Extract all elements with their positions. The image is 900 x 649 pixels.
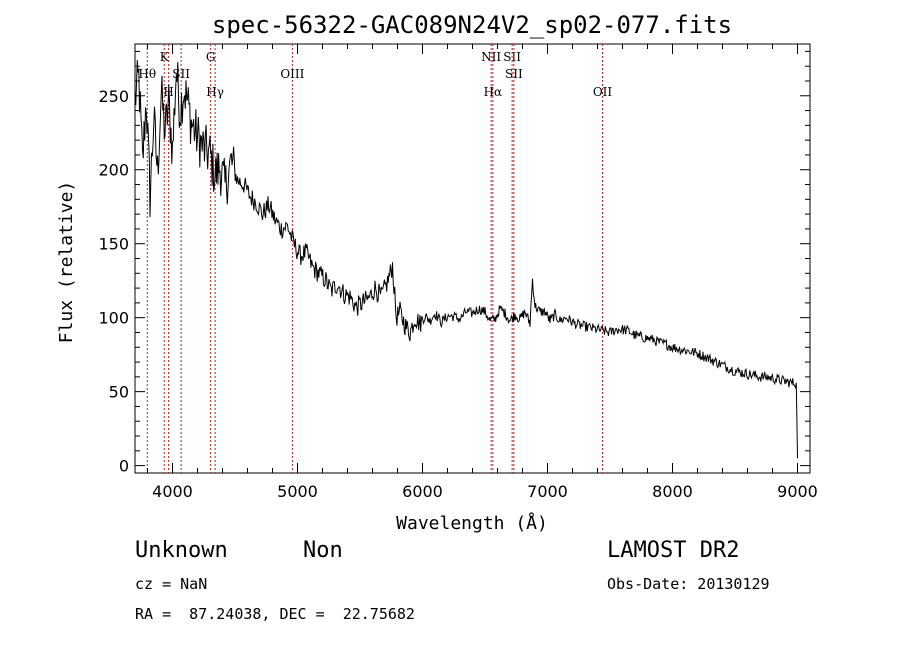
y-tick-label: 0 [119,457,129,476]
spectral-line-label: OIII [280,67,304,81]
spectral-line-label: SII [503,50,521,64]
y-tick-label: 200 [98,161,129,180]
y-tick-label: 150 [98,235,129,254]
x-tick-label: 9000 [777,482,818,501]
axes-frame [134,43,811,474]
coordinates-label: RA = 87.24038, DEC = 22.75682 [135,605,415,623]
obs-date-label: Obs-Date: 20130129 [607,575,770,593]
y-axis-label: Flux (relative) [56,181,77,344]
y-tick-label: 100 [98,309,129,328]
spectral-line-label: G [206,50,216,64]
redshift-label: cz = NaN [135,575,208,593]
y-tick-label: 250 [98,87,129,106]
x-tick-label: 7000 [527,482,568,501]
spectral-line-label: Hγ [206,85,224,99]
y-tick-label: 50 [109,383,129,402]
x-axis-label: Wavelength (Å) [396,512,548,534]
chart-title: spec-56322-GAC089N24V2_sp02-077.fits [212,11,732,39]
spectral-line-label: OII [593,85,613,99]
subclass-label: Non [303,538,343,563]
spectral-line-label: Hα [484,85,503,99]
spectral-line-label: SII [505,67,523,81]
x-tick-label: 4000 [152,482,193,501]
spectral-line-label: NII [481,50,501,64]
x-tick-label: 8000 [652,482,693,501]
spectrum-series-line [134,59,798,459]
x-tick-label: 5000 [277,482,318,501]
spectral-line-label: SII [172,67,190,81]
x-tick-label: 6000 [402,482,443,501]
survey-label: LAMOST DR2 [607,538,740,563]
class-label: Unknown [135,538,228,563]
spectral-line-label: K [160,50,170,64]
spectral-line-label: Hθ [138,67,156,81]
